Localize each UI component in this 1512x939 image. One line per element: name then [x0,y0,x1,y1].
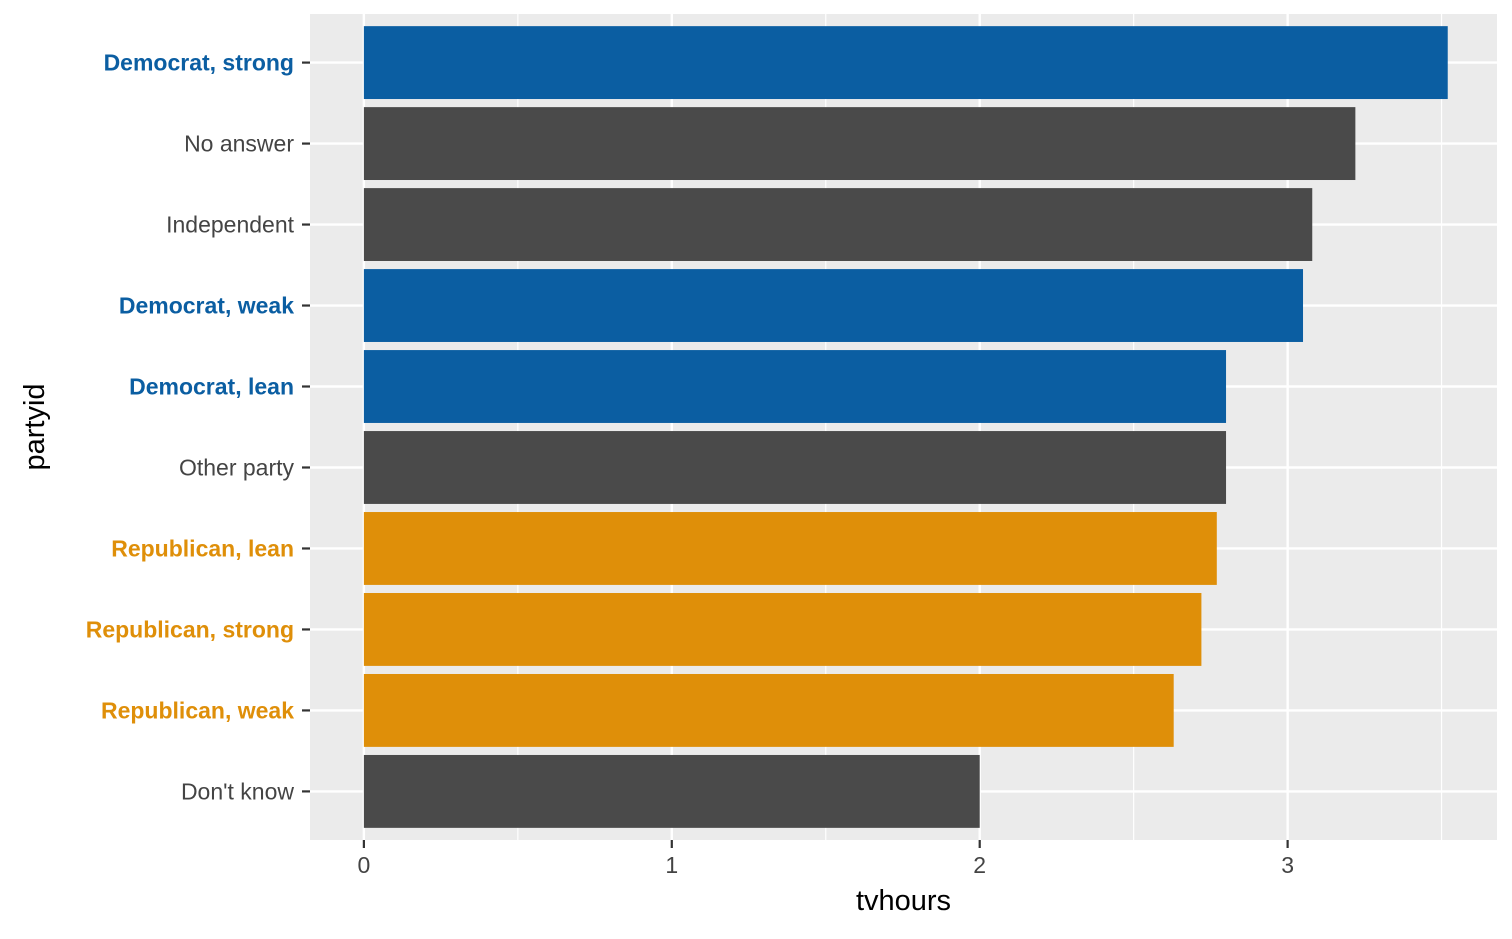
x-axis-title: tvhours [856,885,951,917]
bar [363,26,1448,100]
y-tick-label: Other party [179,454,295,480]
y-tick-label: Democrat, lean [129,374,294,400]
bar [363,350,1227,423]
y-axis-title: partyid [19,383,51,470]
x-tick-label: 3 [1281,852,1294,878]
y-tick-label: Don't know [181,778,294,804]
y-tick-label: No answer [184,131,294,157]
bar [363,107,1356,181]
y-tick-label: Independent [166,212,295,238]
y-tick-label: Democrat, weak [119,293,294,319]
y-tick-label: Republican, weak [101,697,294,723]
bar [363,431,1227,504]
x-tick-label: 0 [357,852,370,878]
x-tick-label: 2 [973,852,986,878]
y-axis: Democrat, strong No answer Independent Demo… [86,50,310,804]
y-tick-label: Democrat, strong [104,50,294,76]
x-axis: 0 1 2 3 [357,840,1294,878]
bar [363,188,1313,261]
bar [363,754,980,828]
y-tick-label: Republican, lean [111,535,294,561]
x-tick-label: 1 [665,852,678,878]
bar [363,269,1304,342]
bar [363,673,1174,747]
bars [363,26,1448,828]
bar [363,512,1217,585]
bar [363,593,1202,666]
y-tick-label: Republican, strong [86,616,294,642]
